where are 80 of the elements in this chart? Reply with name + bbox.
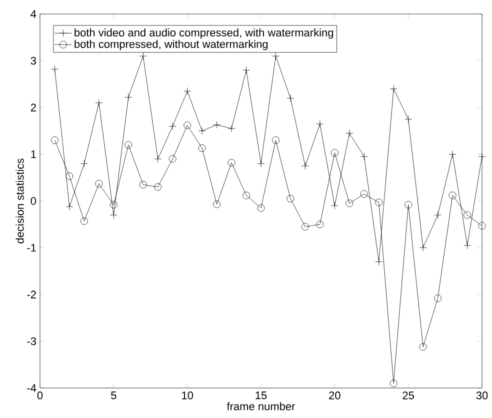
point: [272, 136, 280, 144]
point: [302, 162, 309, 170]
y-tick-label: -4: [27, 384, 36, 392]
point: [286, 194, 294, 202]
point: [434, 294, 442, 302]
point: [464, 242, 471, 250]
point: [302, 223, 309, 230]
point: [316, 120, 324, 128]
point: [228, 124, 236, 132]
point: [168, 122, 176, 130]
point: [404, 201, 412, 208]
point: [80, 217, 88, 225]
point: [257, 204, 265, 212]
legend-label: both video and audio compressed, with watermarking: [74, 28, 334, 39]
point: [419, 343, 427, 351]
point: [257, 160, 265, 168]
point: [51, 65, 58, 73]
y-tick-label: -2: [27, 290, 36, 298]
point: [478, 222, 486, 230]
point: [184, 122, 192, 129]
x-tick-label: 5: [111, 392, 116, 400]
point: [95, 99, 103, 107]
point: [448, 192, 456, 200]
point: [330, 202, 338, 210]
point: [360, 190, 368, 198]
y-tick-label: 1: [31, 150, 36, 158]
point: [139, 52, 147, 60]
point: [124, 94, 132, 101]
point: [124, 141, 132, 149]
point: [272, 52, 280, 60]
point: [360, 152, 368, 160]
point: [110, 201, 118, 208]
point: [316, 220, 324, 228]
point: [242, 192, 250, 200]
point: [198, 144, 206, 152]
x-tick-label: 25: [402, 392, 414, 400]
x-tick-label: 0: [37, 392, 43, 400]
point: [228, 158, 236, 166]
point: [213, 200, 220, 208]
point: [110, 211, 118, 219]
point: [346, 130, 354, 137]
point: [154, 183, 162, 191]
point: [80, 160, 88, 168]
point: [168, 155, 176, 163]
point: [434, 211, 442, 219]
point: [139, 180, 147, 188]
point: [346, 200, 354, 208]
x-tick-label: 20: [329, 392, 340, 400]
y-axis-title: decision statistics: [16, 158, 24, 244]
point: [464, 211, 471, 219]
point: [184, 87, 192, 95]
point: [375, 198, 383, 206]
x-tick-label: 15: [256, 392, 267, 400]
y-tick-label: 0: [30, 197, 36, 205]
point: [448, 150, 456, 158]
point: [375, 258, 383, 266]
point: [404, 115, 412, 123]
point: [66, 202, 74, 210]
point: [154, 155, 162, 163]
legend-label: both compressed, without watermarking: [74, 40, 268, 50]
point: [478, 152, 486, 160]
y-tick-label: 3: [30, 56, 36, 65]
y-tick-label: -3: [27, 337, 36, 346]
point: [419, 244, 427, 252]
point: [390, 380, 398, 388]
y-tick-label: -1: [27, 244, 36, 252]
point: [51, 136, 58, 144]
x-tick-label: 10: [182, 392, 194, 400]
point: [213, 121, 220, 128]
x-axis-title: frame number: [226, 402, 296, 410]
point: [66, 172, 74, 180]
point: [242, 66, 250, 74]
point: [390, 85, 398, 92]
point: [286, 94, 294, 102]
point: [198, 127, 206, 135]
y-tick-label: 4: [30, 10, 36, 18]
x-tick-label: 30: [476, 392, 488, 400]
point: [330, 149, 338, 157]
point: [95, 180, 103, 188]
y-tick-label: 2: [30, 104, 36, 112]
